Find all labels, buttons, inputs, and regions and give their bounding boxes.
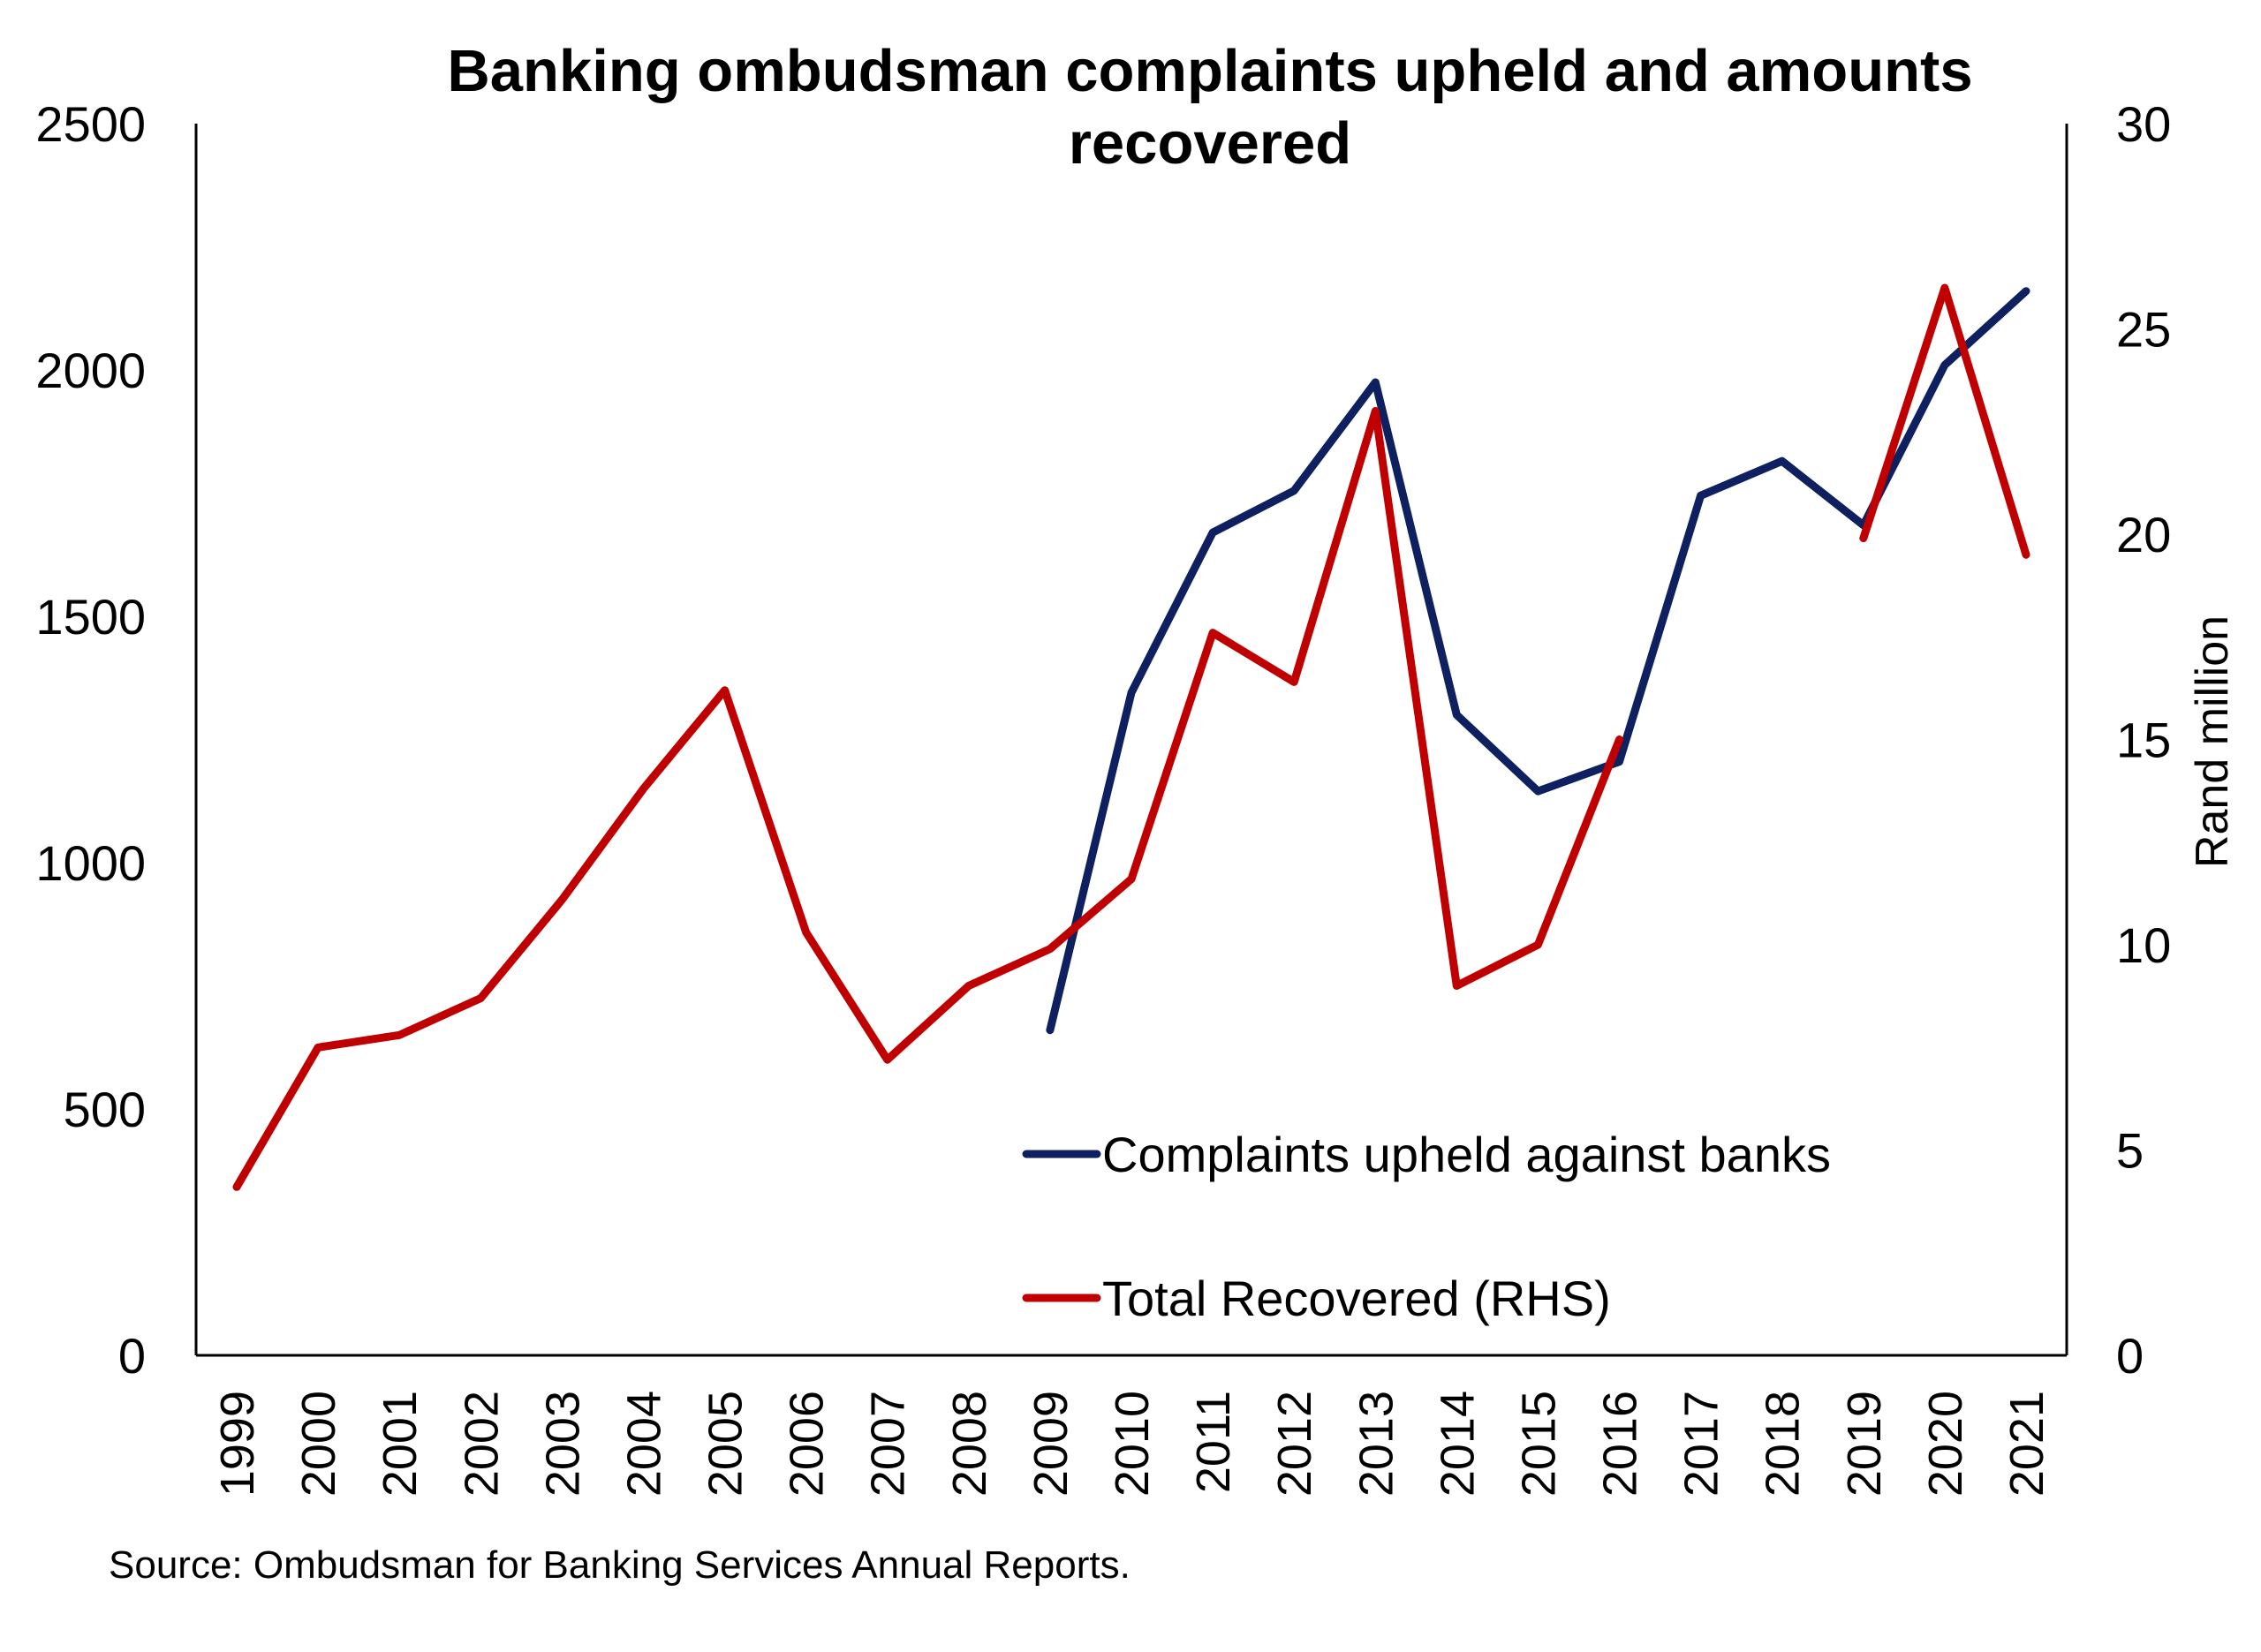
x-tick-label: 2019 [1838, 1391, 1891, 1497]
right-tick-label: 10 [2116, 917, 2171, 973]
right-tick-label: 5 [2116, 1123, 2144, 1179]
legend: Complaints upheld against banks Total Re… [1022, 1127, 1831, 1326]
series-line [232, 407, 1623, 1191]
left-tick-label: 2000 [35, 343, 146, 398]
x-tick-label: 1999 [211, 1391, 264, 1497]
right-axis-label: Rand million [2187, 615, 2238, 868]
left-tick-label: 1000 [35, 835, 146, 891]
right-tick-label: 15 [2116, 713, 2171, 768]
right-tick-label: 30 [2116, 96, 2171, 152]
left-tick-label: 0 [118, 1328, 146, 1384]
series-0 [1046, 287, 2030, 1035]
chart-title: Banking ombudsman complaints upheld and … [447, 38, 1973, 177]
x-tick-label: 2011 [1187, 1391, 1240, 1493]
legend-label-complaints: Complaints upheld against banks [1102, 1127, 1831, 1182]
legend-label-recovered: Total Recovered (RHS) [1102, 1271, 1611, 1326]
x-tick-label: 2021 [2000, 1391, 2053, 1497]
series-1 [232, 283, 2030, 1191]
x-tick-label: 2004 [617, 1391, 670, 1497]
series-line [1859, 283, 2030, 559]
left-tick-label: 1500 [35, 589, 146, 645]
x-tick-label: 2012 [1268, 1391, 1321, 1497]
left-tick-label: 500 [64, 1082, 146, 1137]
x-tick-label: 2020 [1919, 1391, 1972, 1497]
series-lines [232, 283, 2030, 1191]
x-tick-label: 2016 [1594, 1391, 1647, 1497]
x-tick-label: 2008 [943, 1391, 996, 1497]
right-tick-label: 20 [2116, 507, 2171, 562]
series-line [1046, 287, 2030, 1035]
x-tick-labels: 1999 2000 2001 2002 2003 2004 2005 2006 2007 2008… [211, 1391, 2053, 1497]
x-tick-label: 2002 [455, 1391, 508, 1497]
x-tick-label: 2007 [862, 1391, 915, 1497]
right-tick-label: 0 [2116, 1328, 2144, 1384]
x-tick-label: 2005 [699, 1391, 752, 1497]
x-tick-label: 2000 [292, 1391, 345, 1497]
x-tick-label: 2015 [1512, 1391, 1565, 1497]
left-tick-labels: 0 500 1000 1500 2000 2500 [35, 96, 146, 1384]
x-tick-label: 2003 [536, 1391, 589, 1497]
right-tick-label: 25 [2116, 302, 2171, 358]
x-tick-label: 2014 [1431, 1391, 1484, 1497]
x-tick-label: 2010 [1106, 1391, 1159, 1497]
x-tick-label: 2001 [374, 1391, 427, 1497]
left-tick-label: 2500 [35, 96, 146, 152]
right-tick-labels: 0 5 10 15 20 25 30 [2116, 96, 2171, 1384]
x-tick-label: 2017 [1675, 1391, 1728, 1497]
x-tick-label: 2013 [1350, 1391, 1403, 1497]
x-tick-label: 2009 [1025, 1391, 1078, 1497]
x-tick-label: 2006 [781, 1391, 834, 1497]
x-tick-label: 2018 [1757, 1391, 1810, 1497]
source-note: Source: Ombudsman for Banking Services A… [109, 1543, 1130, 1587]
